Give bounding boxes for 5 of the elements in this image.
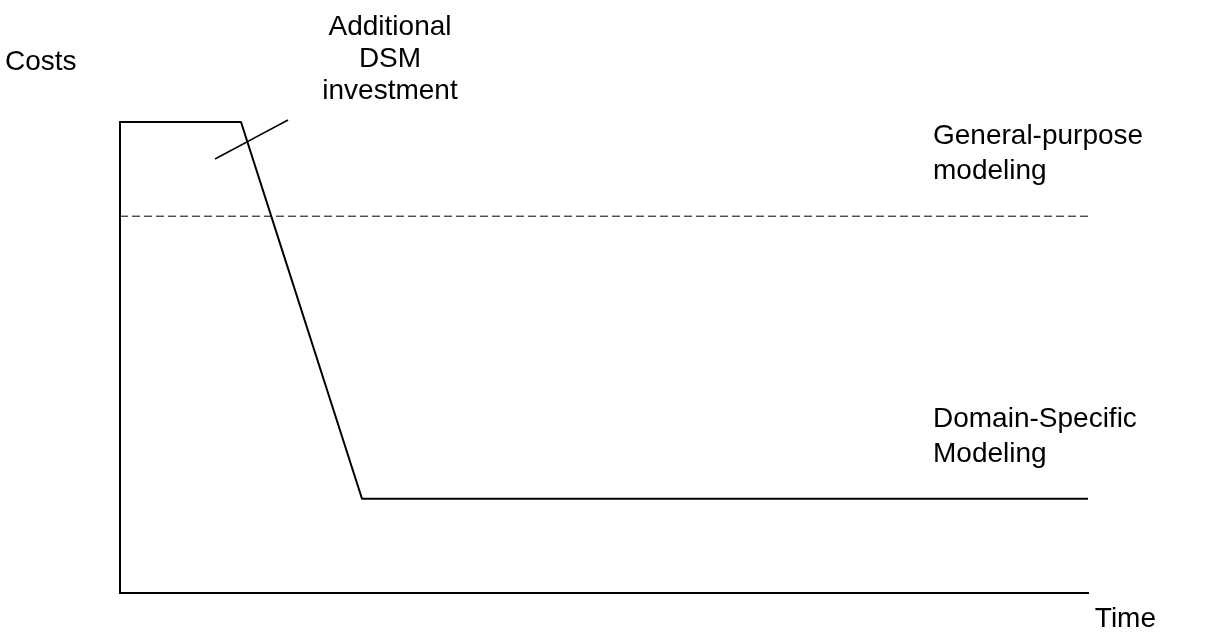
series-label: General-purpose modeling xyxy=(933,118,1144,185)
x-axis-title: Time xyxy=(1094,601,1156,633)
text: Additional DSM investment xyxy=(322,9,458,105)
series-label: Domain-Specific Modeling xyxy=(933,401,1137,468)
y-axis-title: Costs xyxy=(5,44,77,76)
